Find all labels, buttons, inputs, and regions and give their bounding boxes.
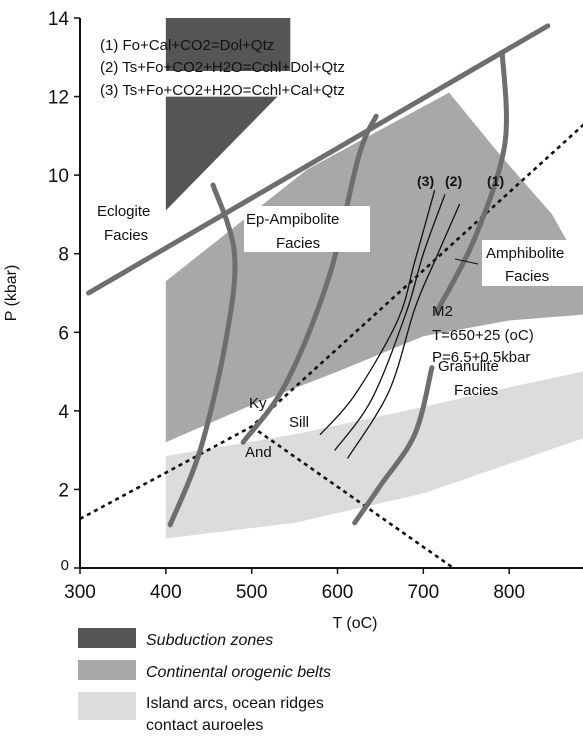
region-subduction-zones-0 bbox=[165, 18, 291, 72]
reaction-2-text: (2) Ts+Fo+CO2+H2O=Cchl+Dol+Qtz bbox=[100, 59, 345, 76]
curve-andalusite-sillimanite bbox=[250, 425, 455, 570]
andalusite-label: And bbox=[245, 444, 272, 461]
x-axis-label: T (oC) bbox=[332, 615, 377, 632]
axis-ticks: 0 2 4 6 8 10 12 14 300 400 500 600 700 800 bbox=[48, 9, 525, 603]
eclogite-label-line1: Eclogite bbox=[97, 203, 150, 220]
curve-facies-curve-D bbox=[352, 365, 435, 526]
x-tick-label-500: 500 bbox=[236, 582, 268, 603]
legend-label-island-arcs-line1: Island arcs, ocean ridges bbox=[146, 695, 324, 712]
granulite-label-line2: Facies bbox=[454, 382, 498, 399]
y-tick-label-4: 4 bbox=[58, 402, 69, 423]
curve-reaction-2 bbox=[334, 194, 446, 451]
y-tick-label-8: 8 bbox=[58, 245, 69, 266]
y-tick-label-6: 6 bbox=[58, 323, 69, 344]
ep-amphibolite-label-line1: Ep-Ampibolite bbox=[246, 211, 339, 228]
x-tick-label-700: 700 bbox=[407, 582, 439, 603]
legend-label-subduction: Subduction zones bbox=[146, 632, 273, 649]
y-tick-label-0: 0 bbox=[61, 557, 69, 574]
region-island-arcs-ocean-ridges-contact-auroeles-0 bbox=[165, 371, 583, 539]
ep-amphibolite-label-line2: Facies bbox=[276, 235, 320, 252]
ep-amphibolite-label-bg bbox=[244, 206, 370, 252]
x-tick-label-400: 400 bbox=[150, 582, 182, 603]
m2-temperature: T=650+25 (oC) bbox=[432, 327, 534, 344]
boundary-curves bbox=[79, 23, 583, 570]
curve-facies-curve-A bbox=[167, 182, 238, 528]
x-tick-label-600: 600 bbox=[322, 582, 354, 603]
reaction-1-text: (1) Fo+Cal+CO2=Dol+Qtz bbox=[100, 37, 274, 54]
kyanite-label: Ky bbox=[249, 395, 267, 412]
legend-label-island-arcs-line2: contact auroeles bbox=[146, 717, 263, 734]
y-tick-label-12: 12 bbox=[48, 88, 69, 109]
sillimanite-label: Sill bbox=[289, 414, 309, 431]
region-continental-orogenic-belts-0 bbox=[165, 92, 583, 443]
y-axis-label: P (kbar) bbox=[3, 265, 20, 322]
eclogite-label-line2: Facies bbox=[104, 227, 148, 244]
amphibolite-label-bg bbox=[482, 240, 583, 286]
amphibolite-leader-line bbox=[454, 258, 479, 265]
reaction-2-curve-label: (2) bbox=[445, 173, 462, 189]
m2-pressure: P=6.5+0.5kbar bbox=[432, 349, 530, 366]
y-tick-label-10: 10 bbox=[48, 166, 69, 187]
m2-label: M2 bbox=[432, 303, 453, 320]
legend-swatch-subduction bbox=[78, 628, 136, 648]
legend-label-continental: Continental orogenic belts bbox=[146, 664, 331, 681]
reaction-3-curve-label: (3) bbox=[417, 173, 434, 189]
amphibolite-label-line2: Facies bbox=[505, 268, 549, 285]
region-subduction-zones-1 bbox=[165, 96, 278, 211]
legend-swatch-island-arcs bbox=[78, 692, 136, 720]
curve-reaction-1 bbox=[347, 203, 461, 459]
y-tick-label-14: 14 bbox=[48, 9, 70, 30]
reaction-1-curve-label: (1) bbox=[487, 173, 504, 189]
curve-eclogite-boundary bbox=[86, 23, 551, 296]
legend: Subduction zones Continental orogenic be… bbox=[78, 628, 331, 734]
x-tick-label-300: 300 bbox=[64, 582, 96, 603]
curve-reaction-3 bbox=[319, 190, 436, 436]
x-tick-label-800: 800 bbox=[493, 582, 525, 603]
y-tick-label-2: 2 bbox=[58, 480, 69, 501]
amphibolite-label-line1: Amphibolite bbox=[486, 245, 564, 262]
curve-facies-curve-B bbox=[240, 113, 379, 445]
legend-swatch-continental bbox=[78, 660, 136, 680]
curve-facies-curve-C bbox=[433, 50, 509, 316]
reaction-3-text: (3) Ts+Fo+CO2+H2O=Cchl+Cal+Qtz bbox=[100, 82, 345, 99]
granulite-label-line1: Granulite bbox=[438, 358, 499, 375]
facies-regions bbox=[165, 18, 583, 539]
